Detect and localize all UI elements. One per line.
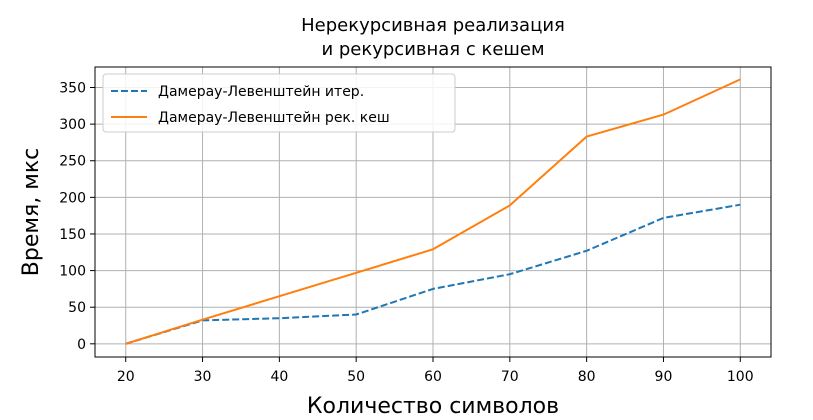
- legend: Дамерау-Левенштейн итер. Дамерау-Левеншт…: [102, 73, 456, 133]
- series-lines: [125, 78, 741, 345]
- y-tick-label: 350: [59, 81, 86, 97]
- y-tick-label: 100: [59, 264, 86, 280]
- x-tick-label: 40: [270, 369, 288, 385]
- y-tick-label: 50: [68, 300, 86, 316]
- x-tick-label: 20: [117, 369, 135, 385]
- x-tick-label: 100: [727, 369, 754, 385]
- x-tick-label: 30: [194, 369, 212, 385]
- legend-label-recursive-cache: Дамерау-Левенштейн рек. кеш: [158, 110, 390, 126]
- chart-title-line-2: и рекурсивная с кешем: [321, 39, 544, 60]
- y-tick-label: 200: [59, 190, 86, 206]
- x-tick-label: 60: [424, 369, 442, 385]
- x-tick-label: 90: [655, 369, 673, 385]
- chart-title-line-1: Нерекурсивная реализация: [301, 15, 565, 36]
- y-axis-title: Время, мкс: [19, 148, 44, 276]
- legend-box: [102, 73, 456, 133]
- x-axis-title: Количество символов: [307, 394, 559, 419]
- x-tick-label: 80: [578, 369, 596, 385]
- y-tick-label: 250: [59, 154, 86, 170]
- x-tick-label: 70: [501, 369, 519, 385]
- series-line-recursive-cache: [125, 78, 741, 345]
- series-line-iterative: [125, 203, 741, 345]
- y-tick-label: 150: [59, 227, 86, 243]
- y-tick-label: 300: [59, 117, 86, 133]
- y-tick-label: 0: [77, 337, 86, 353]
- legend-label-iterative: Дамерау-Левенштейн итер.: [158, 84, 364, 100]
- x-tick-label: 50: [347, 369, 365, 385]
- ticks: 20 30 40 50 60 70 80 90 100 0 50 100 150 200 250 300 350: [59, 81, 753, 385]
